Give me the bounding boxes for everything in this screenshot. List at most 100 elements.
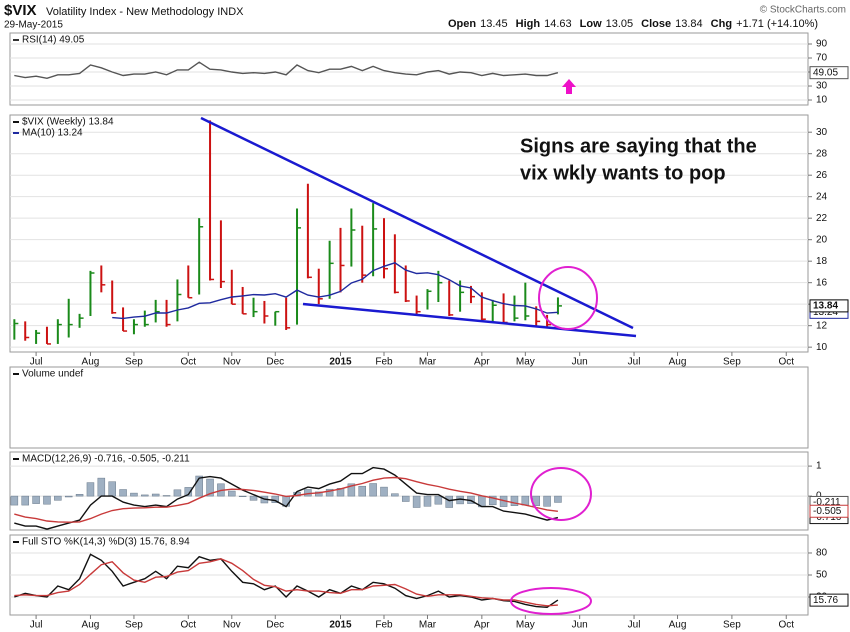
trendline bbox=[302, 302, 637, 338]
histogram-bar bbox=[554, 495, 562, 503]
histogram-bar bbox=[521, 495, 530, 506]
x-tick-label: Jul bbox=[628, 620, 641, 631]
y-tick-label: 10 bbox=[816, 342, 828, 353]
quote-label: Chg bbox=[711, 18, 732, 30]
x-tick-label: Apr bbox=[474, 357, 490, 368]
value-tag bbox=[809, 299, 849, 313]
panel-frame bbox=[9, 32, 809, 106]
histogram-bar bbox=[401, 495, 410, 502]
histogram-bar bbox=[184, 487, 193, 497]
y-tick-label: 1 bbox=[816, 461, 822, 472]
x-tick-label: Feb bbox=[375, 620, 393, 631]
value-tag-label: 49.05 bbox=[813, 67, 838, 78]
histogram-bar bbox=[325, 488, 334, 497]
y-tick-label: 30 bbox=[816, 81, 828, 92]
quote-value: 13.45 bbox=[480, 18, 508, 30]
value-tag-label: -0.211 bbox=[813, 497, 841, 508]
header: $VIX Volatility Index - New Methodology … bbox=[4, 2, 846, 31]
x-tick-label: Sep bbox=[125, 357, 143, 368]
panel-frame bbox=[9, 451, 809, 531]
quote-label: Close bbox=[641, 18, 671, 30]
x-tick-label: Aug bbox=[82, 620, 100, 631]
x-tick-label: Oct bbox=[778, 620, 794, 631]
histogram-bar bbox=[173, 489, 182, 497]
x-tick-label: May bbox=[516, 620, 535, 631]
histogram-bar bbox=[32, 495, 40, 504]
series-line bbox=[14, 61, 559, 80]
x-tick-label: Sep bbox=[723, 620, 741, 631]
copyright: © StockCharts.com bbox=[760, 5, 846, 16]
histogram-bar bbox=[369, 483, 377, 497]
x-tick-label: Apr bbox=[474, 620, 490, 631]
x-tick-label: Aug bbox=[82, 357, 100, 368]
histogram-bar bbox=[21, 495, 29, 506]
highlight-ellipse bbox=[510, 587, 592, 615]
quote: Open 13.45 High 14.63 Low 13.05 Close 13.84 Chg +… bbox=[448, 18, 818, 30]
quote-label: Low bbox=[580, 18, 602, 30]
plot: 1030507090RSI(14) 49.0549.05101214161820… bbox=[9, 32, 849, 631]
y-tick-label: 18 bbox=[816, 256, 828, 267]
x-tick-label: Feb bbox=[375, 357, 393, 368]
value-tag bbox=[809, 66, 849, 80]
y-tick-label: 24 bbox=[816, 191, 828, 202]
quote-label: High bbox=[516, 18, 541, 30]
histogram-bar bbox=[249, 495, 258, 501]
x-tick-label: Oct bbox=[181, 357, 197, 368]
panel-frame bbox=[9, 114, 809, 353]
y-tick-label: 20 bbox=[816, 234, 828, 245]
date: 29-May-2015 bbox=[4, 20, 63, 31]
y-tick-label: 80 bbox=[816, 548, 828, 559]
value-tag-label: 13.24 bbox=[813, 307, 838, 318]
histogram-bar bbox=[75, 494, 84, 497]
y-tick-label: 70 bbox=[816, 53, 828, 64]
x-tick-label: Oct bbox=[181, 620, 197, 631]
histogram-bar bbox=[423, 495, 432, 507]
histogram-bar bbox=[347, 483, 356, 497]
panel-frame bbox=[9, 366, 809, 449]
y-tick-label: 50 bbox=[816, 570, 828, 581]
quote-value: 13.05 bbox=[606, 18, 634, 30]
quote-label: Open bbox=[448, 18, 476, 30]
x-tick-label: Sep bbox=[125, 620, 143, 631]
x-tick-label: 2015 bbox=[329, 357, 352, 368]
histogram-bar bbox=[151, 493, 160, 497]
series-line bbox=[14, 558, 558, 607]
highlight-ellipse bbox=[538, 266, 598, 330]
legend-label: RSI(14) 49.05 bbox=[22, 35, 85, 46]
histogram-bar bbox=[54, 495, 62, 501]
x-tick-label: Aug bbox=[669, 620, 687, 631]
y-tick-label: 26 bbox=[816, 170, 828, 181]
x-tick-label: Mar bbox=[419, 620, 437, 631]
x-tick-label: Sep bbox=[723, 357, 741, 368]
legend-label: $VIX (Weekly) 13.84 bbox=[22, 117, 114, 128]
instrument-name: Volatility Index - New Methodology INDX bbox=[46, 6, 244, 18]
symbol: $VIX bbox=[4, 2, 37, 19]
arrow bbox=[562, 79, 576, 94]
legend-label: Full STO %K(14,3) %D(3) 15.76, 8.94 bbox=[22, 537, 190, 548]
legend-label: MACD(12,26,9) -0.716, -0.505, -0.211 bbox=[22, 454, 190, 465]
value-tag-label: -0.505 bbox=[813, 506, 842, 517]
x-tick-label: Jul bbox=[30, 620, 43, 631]
histogram-bar bbox=[162, 495, 171, 497]
annotation: vix wkly wants to pop bbox=[520, 162, 726, 184]
x-tick-label: Nov bbox=[223, 357, 241, 368]
overlay bbox=[200, 79, 637, 615]
legend-label: Volume undef bbox=[22, 369, 83, 380]
value-tag bbox=[809, 593, 849, 607]
histogram-bar bbox=[43, 495, 51, 505]
value-tag bbox=[809, 504, 849, 518]
quote-value: +1.71 (+14.10%) bbox=[736, 18, 818, 30]
histogram-bar bbox=[434, 495, 443, 505]
x-tick-label: Aug bbox=[669, 357, 687, 368]
series-line bbox=[112, 262, 558, 320]
histogram-bar bbox=[445, 495, 453, 508]
y-tick-label: 16 bbox=[816, 277, 828, 288]
histogram-bar bbox=[510, 495, 519, 506]
histogram-bar bbox=[97, 477, 106, 497]
x-tick-label: Oct bbox=[778, 357, 794, 368]
value-tag-label: 13.84 bbox=[813, 301, 838, 312]
y-tick-label: 90 bbox=[816, 39, 828, 50]
y-tick-label: 12 bbox=[816, 320, 828, 331]
